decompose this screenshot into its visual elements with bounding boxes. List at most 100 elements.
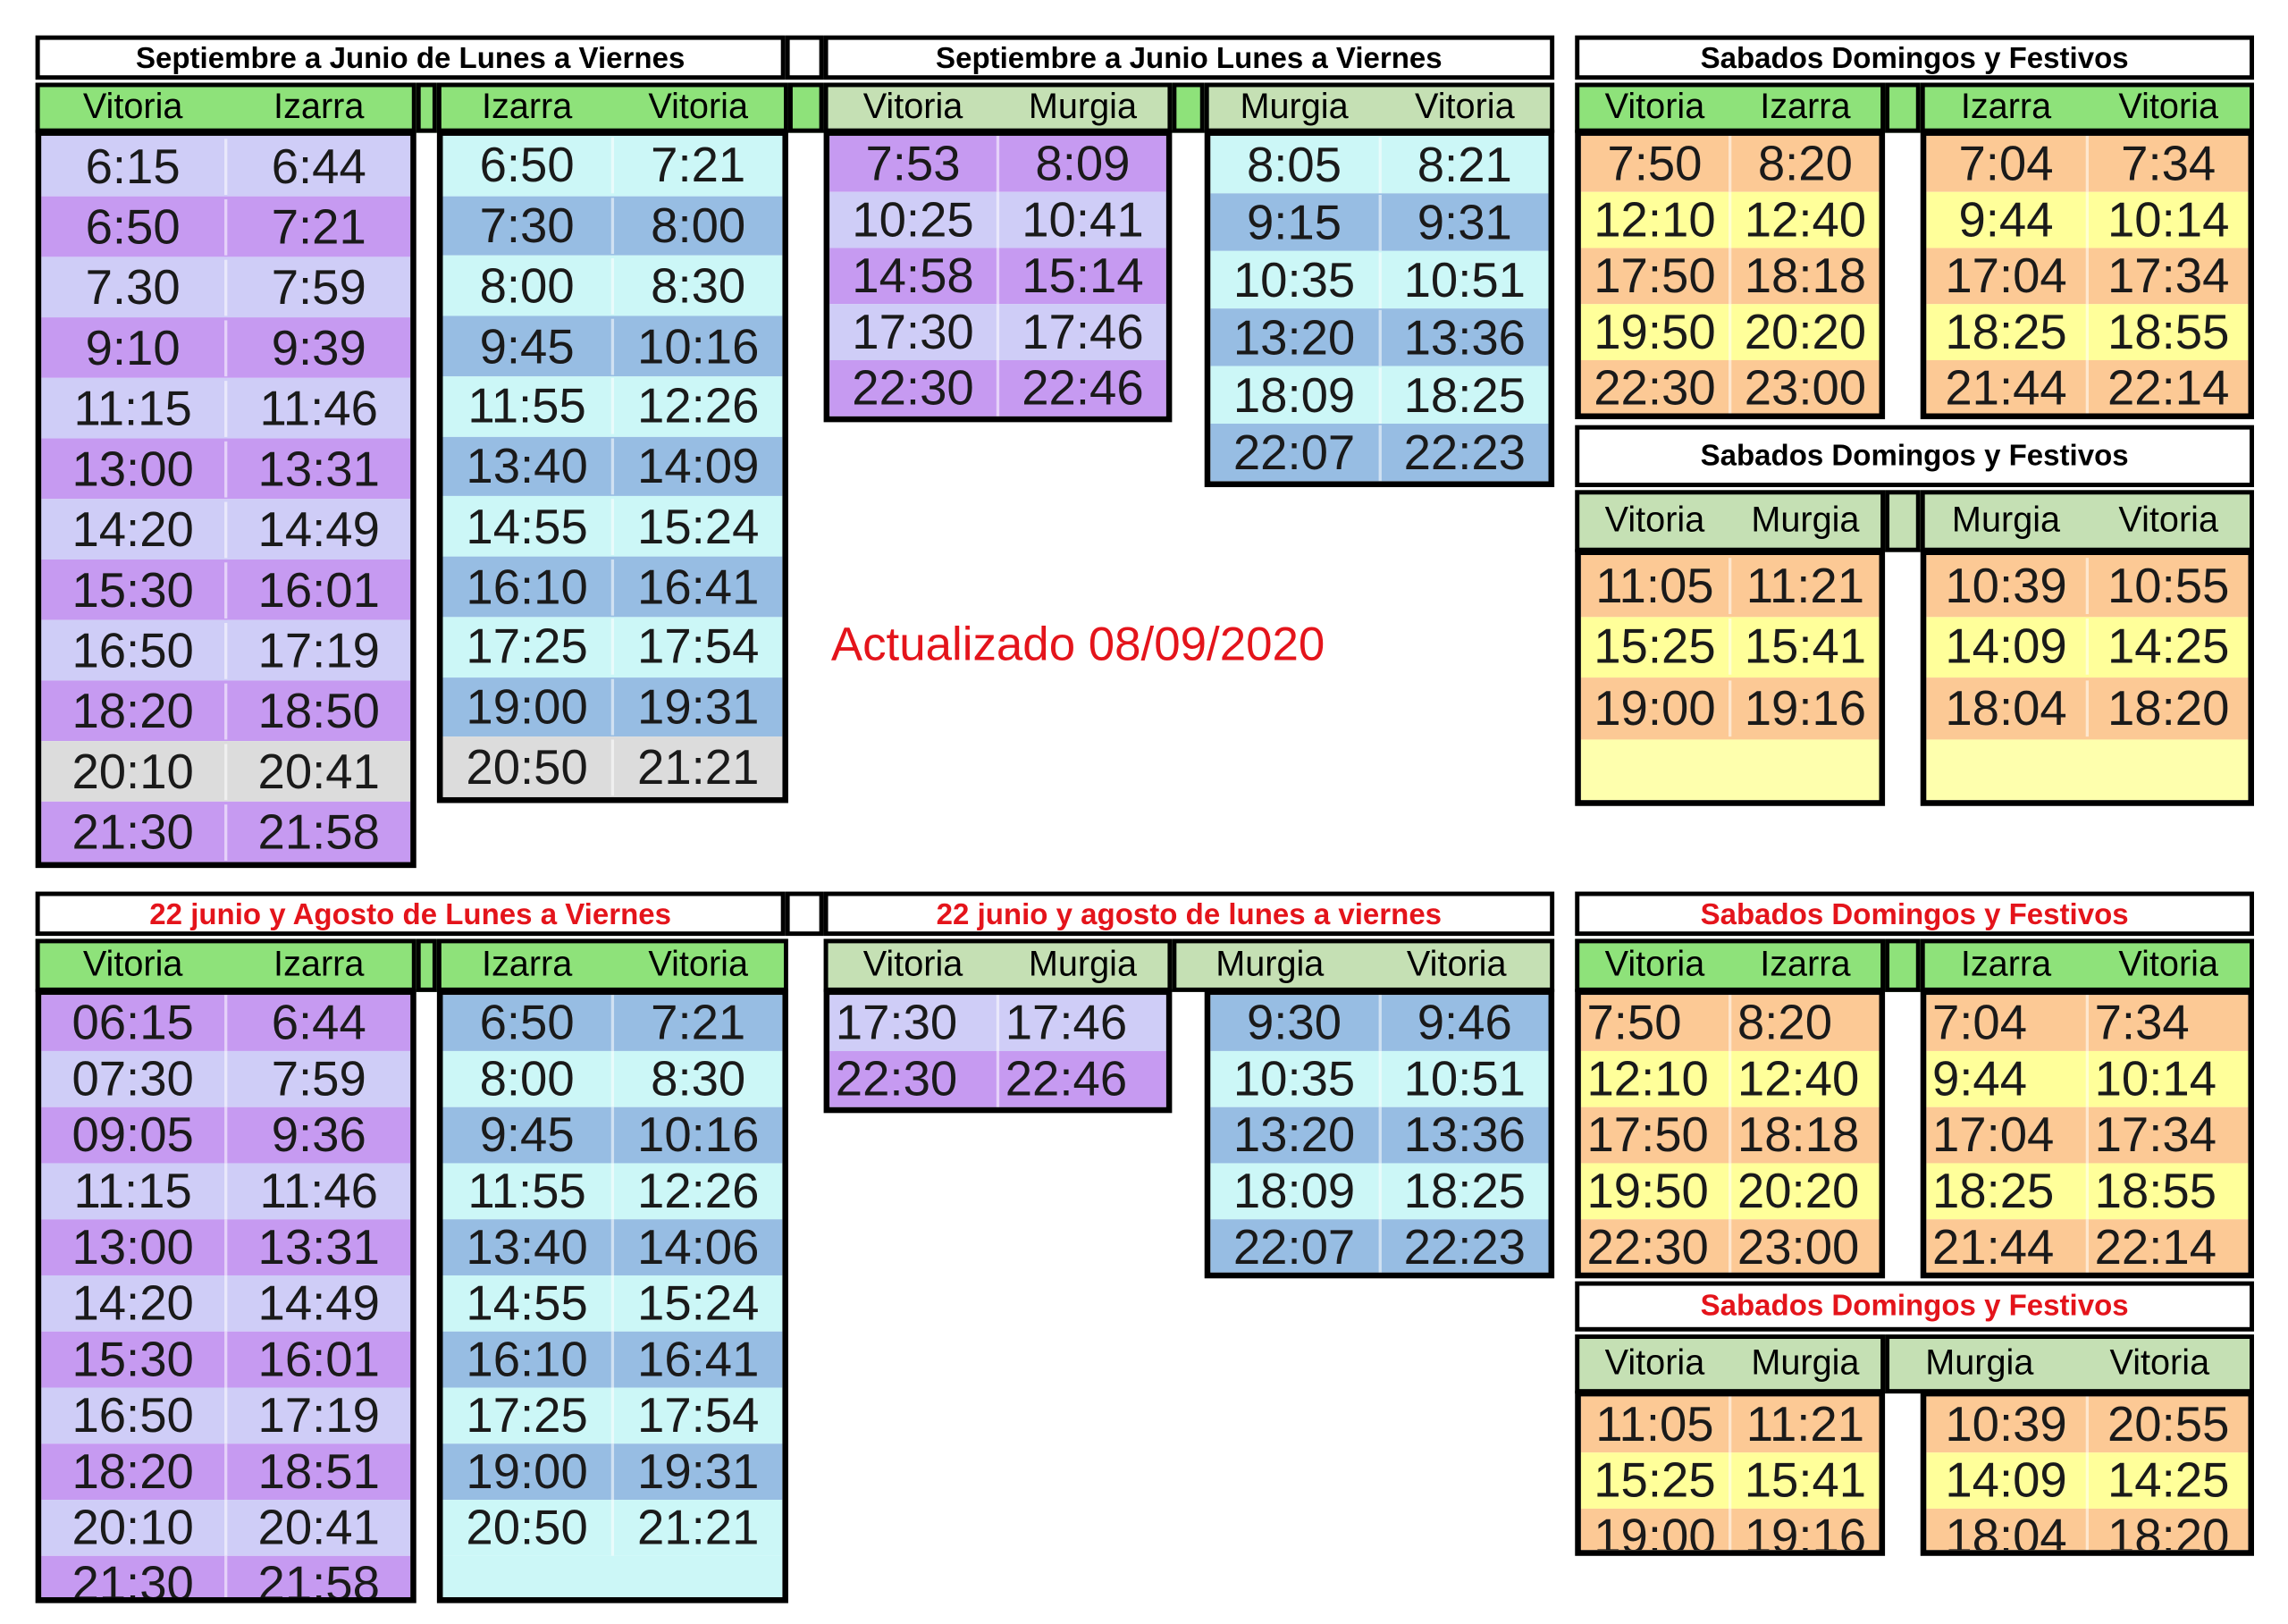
departure-time: 14:20 — [72, 501, 194, 556]
header-separator — [787, 938, 824, 992]
header-a5: Vitoria Izarra — [1575, 82, 1886, 133]
arrival-time: 12:40 — [1729, 191, 1879, 248]
col-header: Murgia — [1925, 1342, 2034, 1384]
col-header: Vitoria — [82, 945, 183, 985]
table-row: 14:20 14:49 — [41, 499, 411, 560]
departure-time: 16:10 — [466, 559, 588, 614]
arrival-time: 17:54 — [610, 618, 783, 676]
departure-time: 15:30 — [72, 1331, 194, 1386]
departure-time: 18:04 — [1945, 1508, 2067, 1556]
table-row: 17:50 18:18 — [1580, 1107, 1880, 1164]
table-row: 13:40 14:09 — [442, 436, 783, 497]
arrival-time: 10:41 — [996, 191, 1166, 248]
table-row: 9:10 9:39 — [41, 317, 411, 378]
table-row: 18:25 18:55 — [1926, 1163, 2249, 1220]
departure-time: 20:10 — [72, 1500, 194, 1555]
departure-time: 9:45 — [479, 318, 575, 374]
arrival-time: 23:00 — [1729, 359, 1879, 414]
departure-time: 9:45 — [479, 1107, 575, 1162]
arrival-time: 9:39 — [224, 319, 410, 376]
header-separator — [1885, 938, 1921, 992]
table-row: 9:15 9:31 — [1210, 193, 1549, 251]
col-header: Vitoria — [1406, 945, 1507, 985]
table-row: 7:53 8:09 — [829, 135, 1166, 192]
arrival-time: 22:46 — [996, 1050, 1166, 1107]
arrival-time: 22:14 — [2085, 1219, 2249, 1273]
table-weekday-vitoria-izarra: 6:15 6:44 6:50 7:21 7.30 7:59 9:10 9:39 11:15 11:… — [35, 130, 416, 869]
table-row: 19:00 19:31 — [442, 1443, 783, 1501]
header-separator — [1172, 82, 1205, 133]
arrival-time: 20:41 — [224, 743, 410, 800]
arrival-time: 7:59 — [224, 258, 410, 316]
departure-time: 14:55 — [466, 498, 588, 553]
header-b5: Vitoria Izarra — [1575, 938, 1886, 992]
table-row: 7:50 8:20 — [1580, 995, 1880, 1051]
table-row: 11:05 11:21 — [1580, 555, 1880, 617]
departure-time: 18:20 — [72, 682, 194, 737]
arrival-time: 23:00 — [1729, 1219, 1879, 1273]
arrival-time: 11:46 — [224, 1163, 410, 1220]
table-row: 20:10 20:41 — [41, 741, 411, 802]
table-row: 6:50 7:21 — [442, 995, 783, 1051]
table-weekend-vitoria-izarra: 7:50 8:20 12:10 12:40 17:50 18:18 19:50 20:20 22… — [1575, 130, 1886, 420]
arrival-time: 17:54 — [610, 1387, 783, 1444]
arrival-time: 12:40 — [1729, 1050, 1879, 1107]
col-header: Murgia — [1216, 945, 1325, 985]
arrival-time: 20:20 — [1729, 304, 1879, 360]
arrival-time: 22:14 — [2085, 359, 2249, 414]
arrival-time: 15:41 — [1729, 618, 1879, 676]
title-weekend-murgia: Sabados Domingos y Festivos — [1575, 425, 2254, 488]
table-row: 9:44 10:14 — [1926, 1050, 2249, 1107]
table-row: 8:00 8:30 — [442, 256, 783, 316]
title-summer-weekend-murgia: Sabados Domingos y Festivos — [1575, 1281, 2254, 1332]
arrival-time: 8:30 — [610, 1050, 783, 1107]
departure-time: 22:30 — [852, 359, 974, 416]
col-header: Vitoria — [2118, 500, 2219, 541]
departure-time: 13:40 — [466, 1219, 588, 1275]
col-header: Vitoria — [2109, 1342, 2210, 1384]
table-row: 19:00 19:16 — [1580, 677, 1880, 739]
table-row: 10:39 10:55 — [1926, 555, 2249, 617]
table-row: 7:04 7:34 — [1926, 135, 2249, 192]
table-row: 14:09 14:25 — [1926, 1452, 2249, 1509]
table-row: 10:39 20:55 — [1926, 1396, 2249, 1453]
departure-time: 13:20 — [1232, 1107, 1356, 1162]
table-row: 20:50 21:21 — [442, 736, 783, 797]
title-sept-june-weekdays-izarra: Septiembre a Junio de Lunes a Viernes — [35, 35, 786, 80]
title-blank-spacer — [785, 35, 824, 80]
table-row: 17:25 17:54 — [442, 617, 783, 677]
table-row: 17:30 17:46 — [829, 304, 1166, 360]
header-separator — [416, 82, 437, 133]
table-row: 09:05 9:36 — [41, 1107, 411, 1164]
table-row: 17:50 18:18 — [1580, 248, 1880, 305]
header-b2: Izarra Vitoria — [436, 938, 788, 992]
table-row: 9:45 10:16 — [442, 1107, 783, 1164]
departure-time: 15:25 — [1594, 618, 1716, 674]
table-summer-weekend-vitoria-murgia: 11:05 11:21 15:25 15:41 19:00 19:16 — [1575, 1390, 1886, 1556]
table-row: 22:07 22:23 — [1210, 1219, 1549, 1273]
col-header: Izarra — [273, 945, 365, 985]
table-weekday-vitoria-murgia: 7:53 8:09 10:25 10:41 14:58 15:14 17:30 17:46 22… — [823, 130, 1173, 423]
arrival-time: 18:55 — [2085, 1163, 2249, 1220]
table-row: 8:00 8:30 — [442, 1050, 783, 1107]
arrival-time: 21:21 — [610, 1500, 783, 1556]
table-row: 13:20 13:36 — [1210, 308, 1549, 366]
header-b7: Vitoria Murgia — [1575, 1334, 1886, 1394]
col-header: Vitoria — [1604, 945, 1705, 985]
table-row: 15:30 16:01 — [41, 1331, 411, 1388]
arrival-time: 15:24 — [610, 1275, 783, 1332]
departure-time: 09:05 — [72, 1107, 194, 1162]
arrival-time: 21:21 — [610, 738, 783, 795]
arrival-time: 22:23 — [1377, 1219, 1549, 1273]
col-header: Izarra — [273, 87, 365, 128]
col-header: Vitoria — [862, 945, 963, 985]
arrival-time: 8:00 — [610, 198, 783, 255]
departure-time: 22:07 — [1232, 424, 1356, 479]
departure-time: 10:39 — [1945, 557, 2067, 613]
table-row: 18:09 18:25 — [1210, 366, 1549, 425]
departure-time: 8:05 — [1246, 136, 1342, 191]
departure-time: 19:00 — [466, 678, 588, 734]
table-row: 16:10 16:41 — [442, 1331, 783, 1388]
arrival-time: 13:31 — [224, 441, 410, 497]
